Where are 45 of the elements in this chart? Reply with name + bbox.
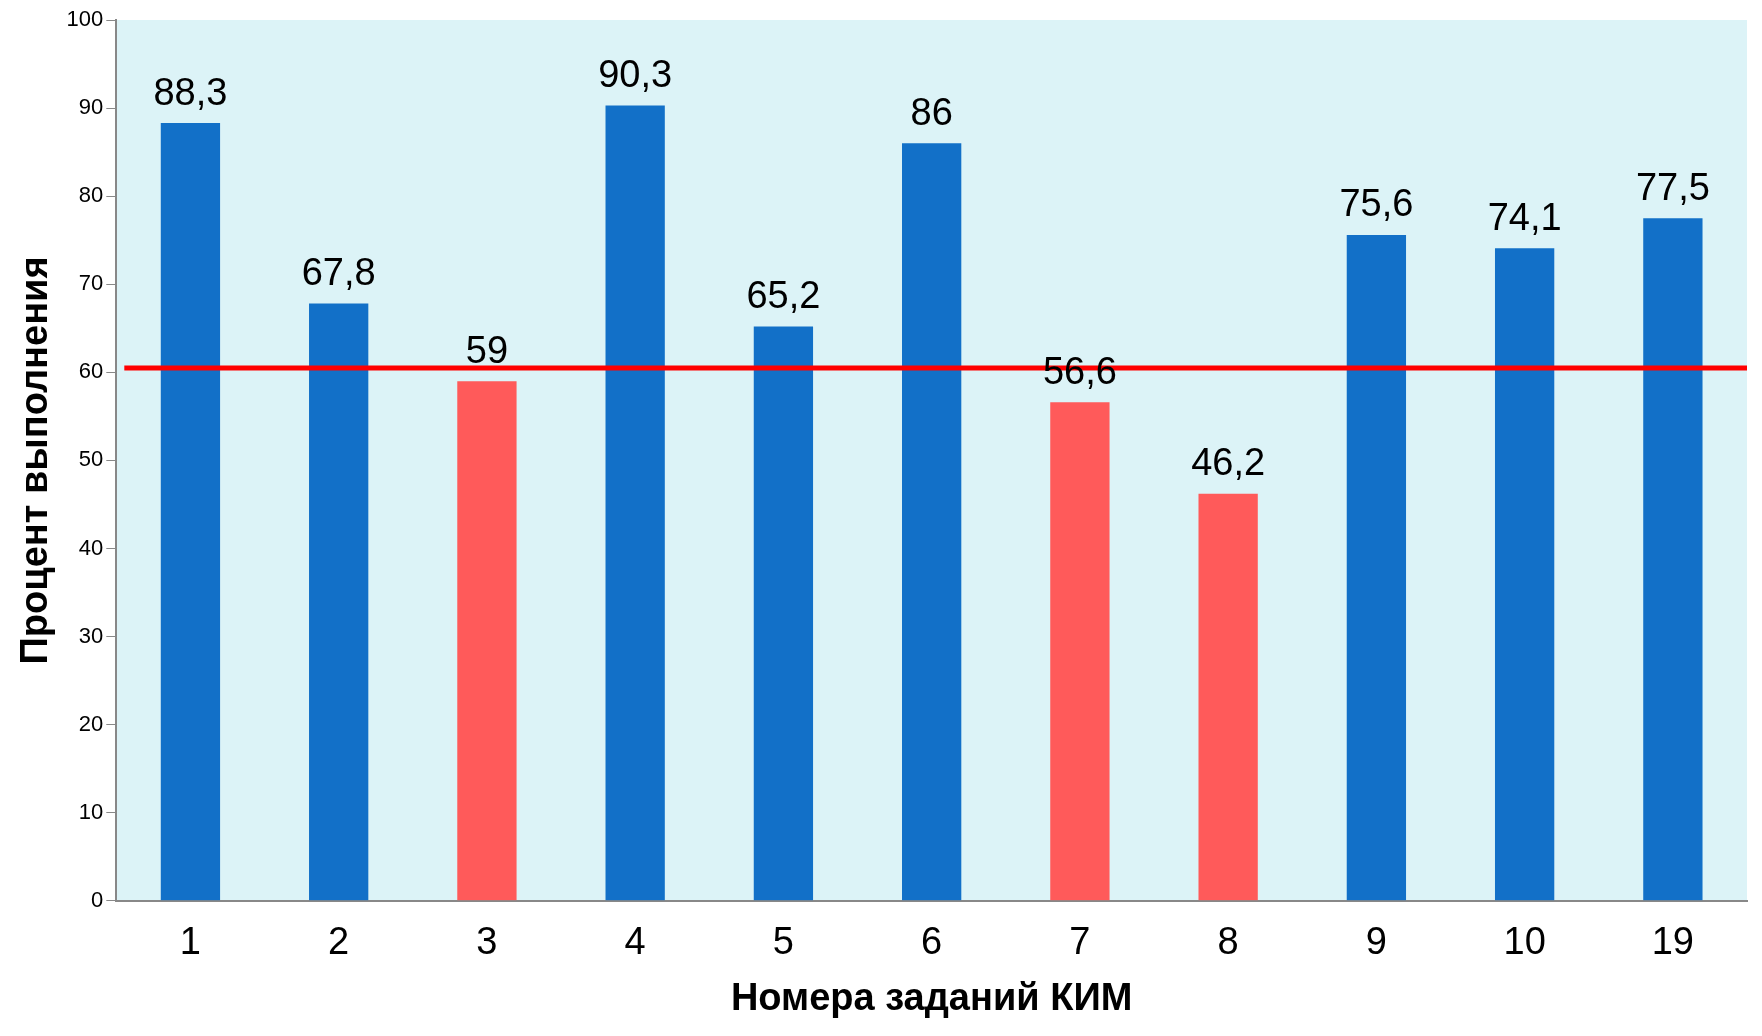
- bar: [160, 123, 221, 901]
- x-tick-label: 1: [179, 920, 201, 963]
- data-label: 88,3: [153, 70, 228, 113]
- data-label: 90,3: [598, 52, 673, 95]
- bar: [1494, 248, 1555, 901]
- data-label: 59: [465, 328, 509, 371]
- x-tick-label: 3: [476, 920, 498, 963]
- y-tick-label: 10: [78, 798, 104, 824]
- y-axis-title: Процент выполнения: [13, 256, 56, 665]
- x-tick-label: 4: [624, 920, 646, 963]
- bar: [309, 303, 369, 901]
- x-tick-label: 2: [328, 920, 350, 963]
- x-tick-label: 10: [1503, 920, 1546, 963]
- y-tick-label: 50: [78, 446, 104, 472]
- y-tick-label: 0: [91, 886, 104, 912]
- y-tick-label: 20: [78, 710, 104, 736]
- y-tick-label: 40: [78, 534, 104, 560]
- data-label: 86: [910, 90, 953, 133]
- x-axis-title: Номера заданий КИМ: [730, 975, 1133, 1018]
- bar: [457, 381, 517, 901]
- bar: [605, 105, 665, 901]
- x-tick-label: 8: [1217, 920, 1239, 963]
- y-tick-label: 30: [78, 622, 104, 648]
- x-tick-label: 7: [1069, 920, 1091, 963]
- data-label: 67,8: [301, 251, 376, 294]
- data-label: 46,2: [1191, 441, 1266, 484]
- bar: [1050, 402, 1110, 901]
- y-tick-label: 70: [78, 270, 104, 296]
- bar: [902, 143, 962, 901]
- y-tick-label: 90: [78, 94, 104, 120]
- bar: [1198, 493, 1258, 901]
- x-tick-label: 6: [921, 920, 943, 963]
- data-label: 74,1: [1487, 195, 1562, 238]
- bar: [1346, 234, 1407, 901]
- y-tick-label: 80: [78, 182, 104, 208]
- x-tick-label: 19: [1651, 920, 1695, 963]
- data-label: 65,2: [746, 274, 821, 316]
- bar: [753, 326, 814, 901]
- data-label: 75,6: [1339, 182, 1414, 225]
- x-tick-label: 9: [1365, 920, 1387, 963]
- y-tick-label: 60: [78, 358, 104, 384]
- bar: [1643, 218, 1703, 901]
- x-tick-label: 5: [772, 920, 794, 963]
- data-label: 77,5: [1635, 165, 1710, 208]
- y-tick-label: 100: [66, 6, 104, 32]
